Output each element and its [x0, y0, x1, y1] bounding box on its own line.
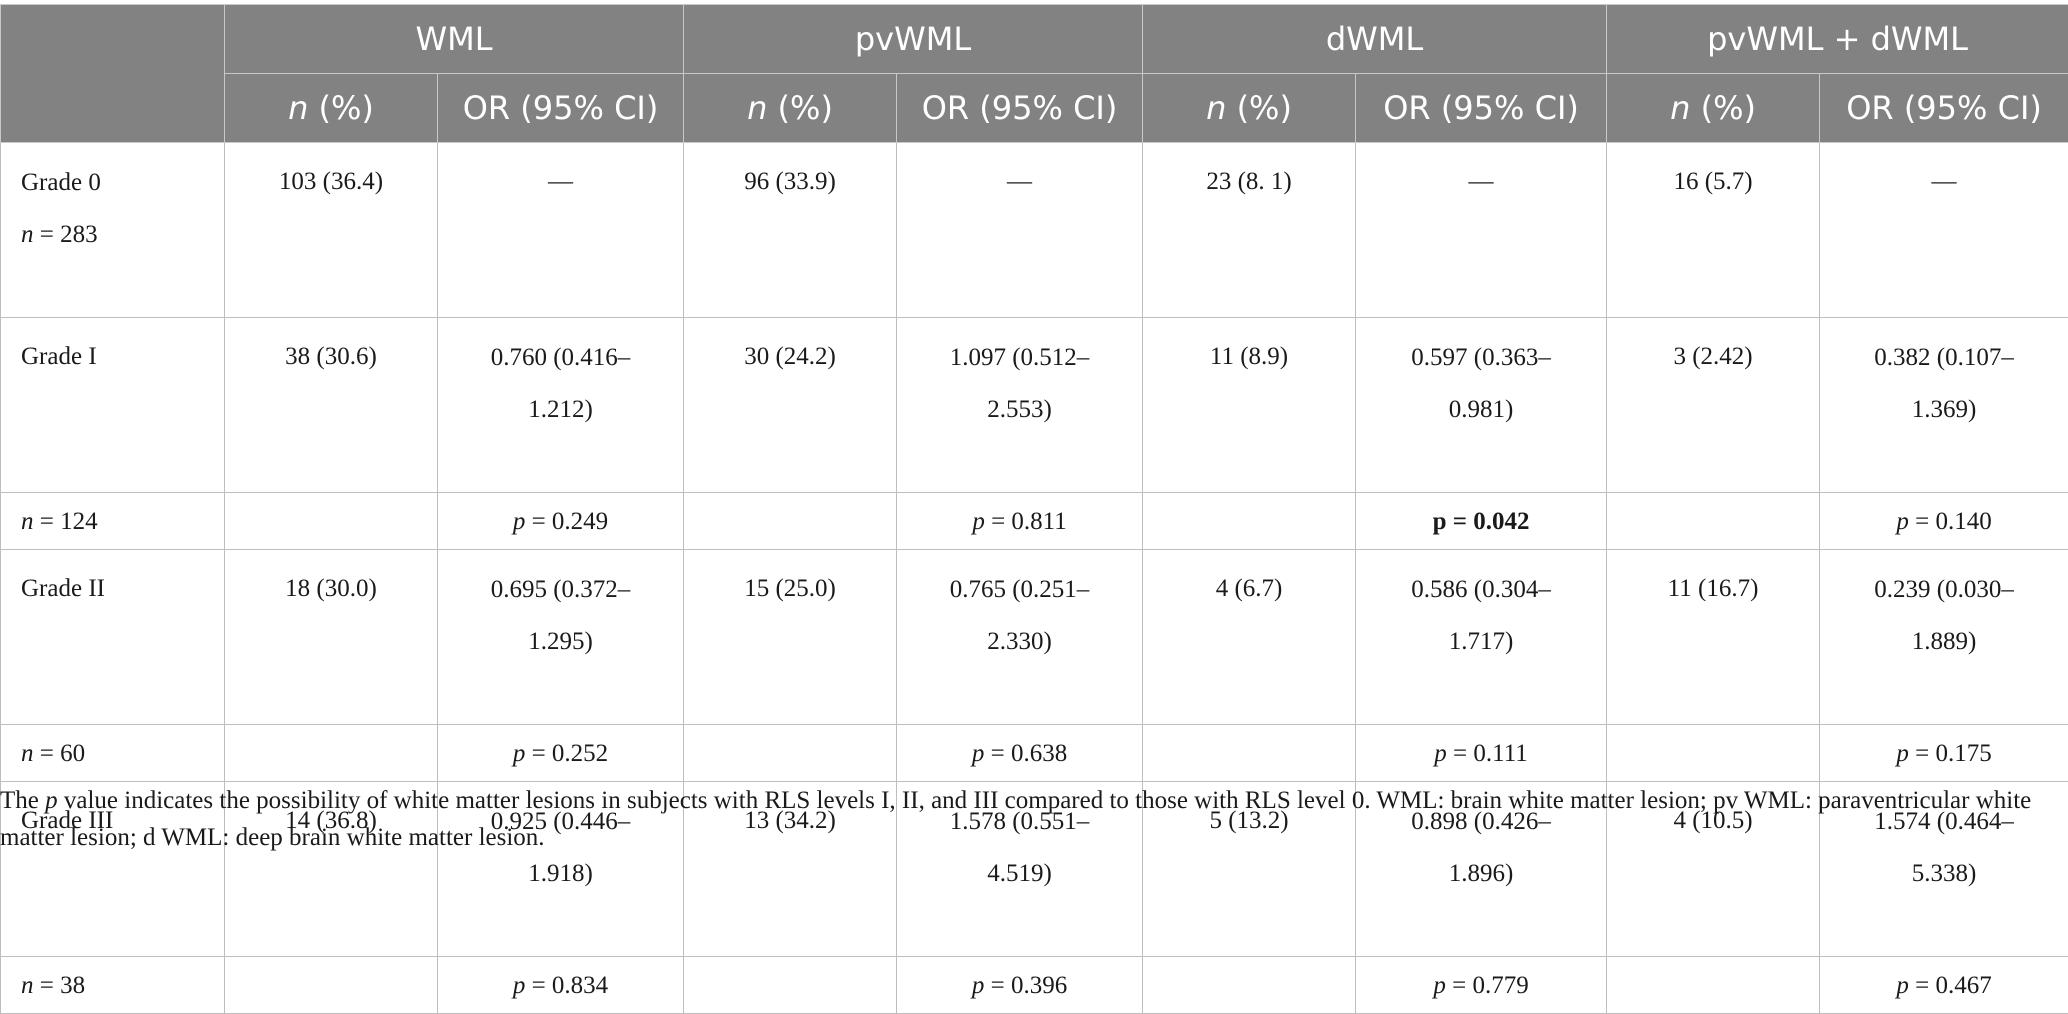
cell-pct: 18 (30.0)	[225, 550, 438, 725]
header-corner-cell	[1, 5, 225, 143]
cell-or: 0.760 (0.416–1.212)	[438, 318, 684, 493]
cell-or: 0.239 (0.030–1.889)	[1820, 550, 2068, 725]
cell-pct: 3 (2.42)	[1607, 318, 1820, 493]
row-label-grade-2: Grade II	[1, 550, 225, 725]
table-row-grade-2-p: n = 60 p = 0.252 p = 0.638 p = 0.111 p =…	[1, 725, 2068, 782]
row-label-n-38: n = 38	[1, 957, 225, 1014]
cell-p-value: p = 0.638	[897, 725, 1143, 782]
header-group-dwml: dWML	[1143, 5, 1607, 74]
cell-p-value: p = 0.140	[1820, 493, 2068, 550]
table-row-grade-2: Grade II 18 (30.0) 0.695 (0.372–1.295) 1…	[1, 550, 2068, 725]
cell-or: 0.586 (0.304–1.717)	[1356, 550, 1607, 725]
cell-p-value: p = 0.249	[438, 493, 684, 550]
cell-empty	[1143, 725, 1356, 782]
cell-empty	[225, 957, 438, 1014]
cell-or: 0.382 (0.107–1.369)	[1820, 318, 2068, 493]
row-label-grade-1: Grade I	[1, 318, 225, 493]
header-or-dwml: OR (95% CI)	[1356, 74, 1607, 143]
header-n-pct-dwml: n (%)	[1143, 74, 1356, 143]
cell-or: 1.097 (0.512–2.553)	[897, 318, 1143, 493]
cell-empty	[225, 493, 438, 550]
header-or-wml: OR (95% CI)	[438, 74, 684, 143]
cell-pct: 11 (16.7)	[1607, 550, 1820, 725]
header-sub-row: n (%) OR (95% CI) n (%) OR (95% CI) n (%…	[1, 74, 2068, 143]
cell-empty	[1607, 725, 1820, 782]
row-label-grade-0: Grade 0 n = 283	[1, 143, 225, 318]
header-group-pvwml-dwml: pvWML + dWML	[1607, 5, 2068, 74]
header-n-pct-pvwml-dwml: n (%)	[1607, 74, 1820, 143]
cell-p-value: p = 0.811	[897, 493, 1143, 550]
cell-pct: 15 (25.0)	[684, 550, 897, 725]
cell-p-value: p = 0.175	[1820, 725, 2068, 782]
cell-or: —	[438, 143, 684, 318]
cell-empty	[1143, 957, 1356, 1014]
header-group-wml: WML	[225, 5, 684, 74]
cell-empty	[684, 957, 897, 1014]
cell-pct: 4 (6.7)	[1143, 550, 1356, 725]
table-row-grade-3-p: n = 38 p = 0.834 p = 0.396 p = 0.779 p =…	[1, 957, 2068, 1014]
header-n-pct-pvwml: n (%)	[684, 74, 897, 143]
cell-p-value: p = 0.467	[1820, 957, 2068, 1014]
table-row-grade-1: Grade I 38 (30.6) 0.760 (0.416–1.212) 30…	[1, 318, 2068, 493]
cell-empty	[684, 725, 897, 782]
cell-pct: 96 (33.9)	[684, 143, 897, 318]
cell-pct: 16 (5.7)	[1607, 143, 1820, 318]
cell-p-value: p = 0.252	[438, 725, 684, 782]
cell-pct: 38 (30.6)	[225, 318, 438, 493]
cell-p-value: p = 0.779	[1356, 957, 1607, 1014]
cell-p-value-significant: p = 0.042	[1356, 493, 1607, 550]
cell-empty	[1143, 493, 1356, 550]
cell-p-value: p = 0.396	[897, 957, 1143, 1014]
header-n-pct-wml: n (%)	[225, 74, 438, 143]
row-label-n-124: n = 124	[1, 493, 225, 550]
cell-pct: 30 (24.2)	[684, 318, 897, 493]
row-label-n-60: n = 60	[1, 725, 225, 782]
cell-or: —	[1820, 143, 2068, 318]
results-table: WML pvWML dWML pvWML + dWML n (%) OR (95…	[0, 4, 2068, 1014]
cell-pct: 103 (36.4)	[225, 143, 438, 318]
header-group-pvwml: pvWML	[684, 5, 1143, 74]
cell-p-value: p = 0.111	[1356, 725, 1607, 782]
cell-pct: 23 (8. 1)	[1143, 143, 1356, 318]
header-or-pvwml-dwml: OR (95% CI)	[1820, 74, 2068, 143]
cell-empty	[1607, 957, 1820, 1014]
header-group-row: WML pvWML dWML pvWML + dWML	[1, 5, 2068, 74]
cell-empty	[225, 725, 438, 782]
cell-empty	[684, 493, 897, 550]
cell-or: 0.597 (0.363–0.981)	[1356, 318, 1607, 493]
cell-or: 0.765 (0.251–2.330)	[897, 550, 1143, 725]
header-or-pvwml: OR (95% CI)	[897, 74, 1143, 143]
table-footnote: The p value indicates the possibility of…	[0, 782, 2040, 856]
table-row-grade-1-p: n = 124 p = 0.249 p = 0.811 p = 0.042 p …	[1, 493, 2068, 550]
cell-or: —	[897, 143, 1143, 318]
cell-or: —	[1356, 143, 1607, 318]
cell-or: 0.695 (0.372–1.295)	[438, 550, 684, 725]
cell-pct: 11 (8.9)	[1143, 318, 1356, 493]
cell-p-value: p = 0.834	[438, 957, 684, 1014]
table-row-grade-0: Grade 0 n = 283 103 (36.4) — 96 (33.9) —…	[1, 143, 2068, 318]
cell-empty	[1607, 493, 1820, 550]
